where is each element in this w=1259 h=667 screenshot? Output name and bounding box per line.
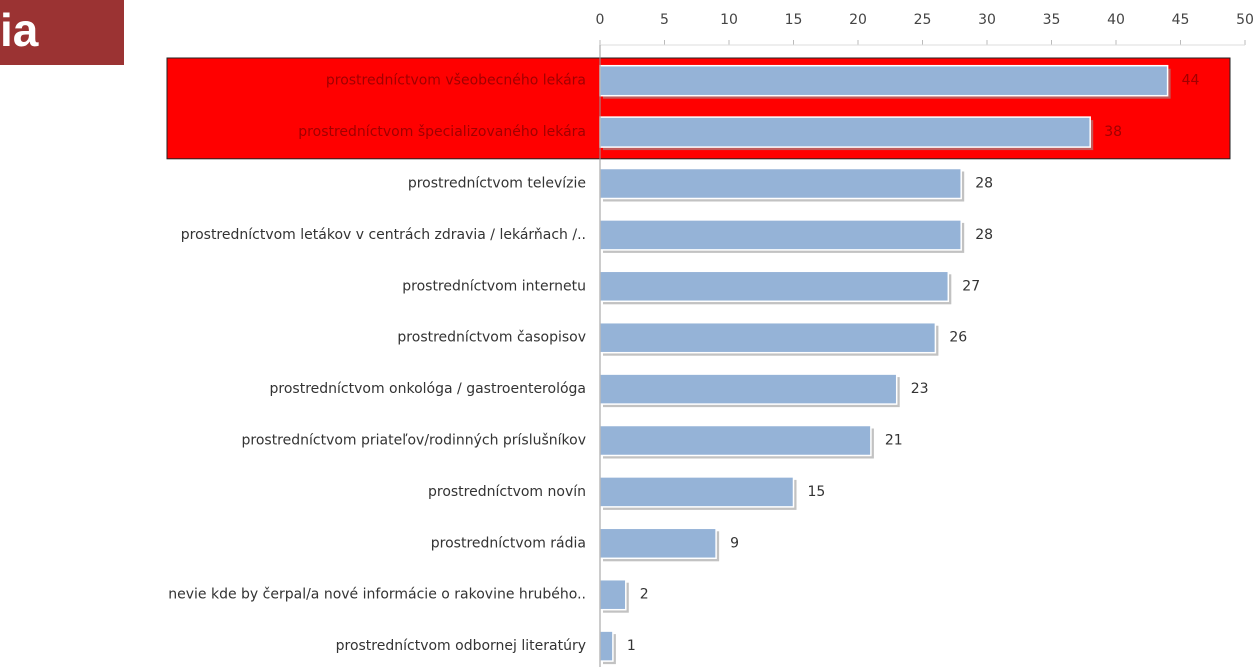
bar [599, 116, 1091, 148]
value-label: 44 [1182, 73, 1200, 89]
bar [599, 476, 795, 508]
y-tick-label: prostredníctvom onkológa / gastroenterol… [270, 381, 586, 397]
bar [599, 219, 962, 251]
value-label: 23 [911, 381, 929, 397]
y-tick-label: nevie kde by čerpal/a nové informácie o … [168, 587, 586, 603]
value-label: 28 [975, 227, 993, 243]
value-label: 21 [885, 433, 903, 449]
y-tick-label: prostredníctvom internetu [402, 278, 586, 294]
bar [599, 270, 950, 303]
x-tick-label: 45 [1172, 12, 1190, 28]
y-tick-label: prostredníctvom letákov v centrách zdrav… [181, 227, 586, 243]
y-tick-label: prostredníctvom špecializovaného lekára [298, 124, 586, 140]
y-tick-label: prostredníctvom všeobecného lekára [326, 73, 586, 89]
value-label: 2 [640, 587, 649, 603]
bar [599, 578, 627, 611]
bar [599, 630, 614, 662]
value-label: 27 [962, 278, 980, 294]
y-tick-label: prostredníctvom priateľov/rodinných prís… [242, 433, 587, 449]
bar [599, 424, 872, 457]
bar [599, 321, 937, 354]
x-tick-label: 25 [914, 12, 932, 28]
x-tick-label: 40 [1107, 12, 1125, 28]
y-tick-label: prostredníctvom novín [428, 484, 586, 500]
x-tick-label: 35 [1043, 12, 1061, 28]
y-tick-label: prostredníctvom odbornej literatúry [336, 638, 586, 654]
value-label: 38 [1104, 124, 1122, 140]
x-tick-label: 15 [785, 12, 803, 28]
y-tick-label: prostredníctvom časopisov [397, 330, 586, 346]
x-tick-label: 5 [660, 12, 669, 28]
y-tick-label: prostredníctvom televízie [408, 176, 586, 192]
x-tick-label: 10 [720, 12, 738, 28]
value-label: 15 [808, 484, 826, 500]
bar [599, 167, 962, 200]
y-tick-label: prostredníctvom rádia [431, 535, 586, 551]
value-label: 9 [730, 535, 739, 551]
value-label: 28 [975, 176, 993, 192]
title-box [0, 0, 124, 65]
chart-title: ia [0, 4, 39, 56]
value-label: 1 [627, 638, 636, 654]
x-tick-label: 20 [849, 12, 867, 28]
value-label: 26 [949, 330, 967, 346]
x-tick-label: 0 [596, 12, 605, 28]
x-tick-label: 50 [1236, 12, 1254, 28]
bar [599, 373, 898, 405]
bar [599, 64, 1169, 97]
x-tick-label: 30 [978, 12, 996, 28]
bar [599, 527, 717, 560]
